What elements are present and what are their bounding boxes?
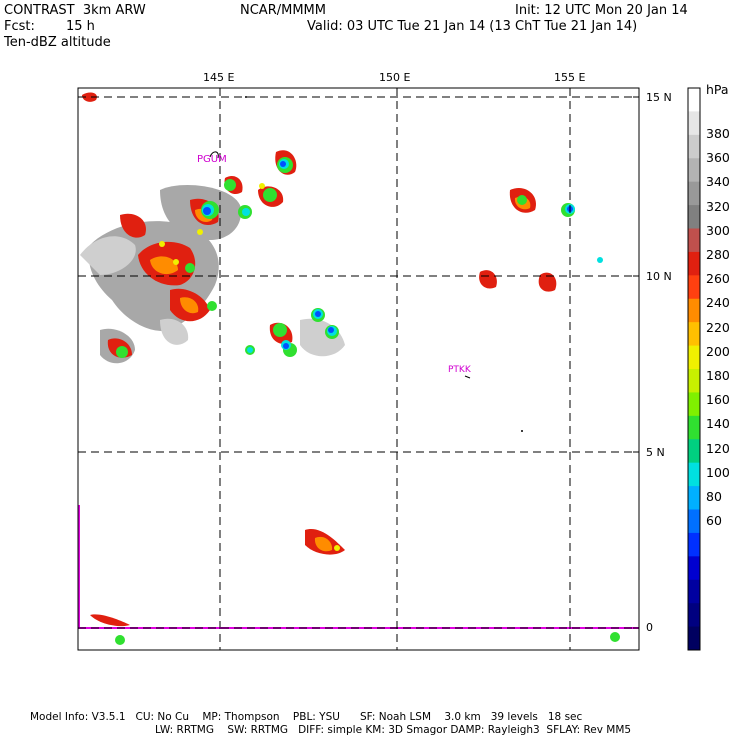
colorbar-swatch: [688, 298, 700, 323]
island-dot-north: [245, 96, 247, 98]
lon-label-150: 150 E: [379, 71, 411, 84]
colorbar-swatch: [688, 579, 700, 604]
colorbar-level-label: 320: [706, 198, 730, 214]
map-grid: [78, 88, 639, 650]
colorbar-swatch: [688, 181, 700, 206]
colorbar-swatch: [688, 134, 700, 159]
organization-label: NCAR/MMMM: [240, 3, 326, 18]
echo-cells-blue: [203, 161, 573, 349]
lat-label-15n: 15 N: [646, 91, 672, 104]
colorbar-swatch: [688, 369, 700, 393]
colorbar-level-label: 200: [706, 343, 730, 359]
lat-label-5n: 5 N: [646, 446, 665, 459]
colorbar-level-label: 160: [706, 392, 730, 408]
colorbar-unit: hPa: [706, 82, 729, 97]
colorbar-level-label: 380: [706, 126, 730, 141]
colorbar-swatch: [688, 509, 700, 534]
colorbar-level-label: 180: [706, 368, 730, 383]
colorbar-swatch: [688, 626, 700, 651]
colorbar-level-label: 60: [706, 513, 722, 529]
forecast-label: Fcst:: [4, 19, 35, 34]
colorbar-level-label: 80: [706, 489, 722, 504]
init-time: Init: 12 UTC Mon 20 Jan 14: [515, 3, 688, 18]
model-info-line1: Model Info: V3.5.1 CU: No Cu MP: Thompso…: [30, 711, 583, 723]
colorbar-level-label: 140: [706, 416, 730, 432]
colorbar-level-label: 220: [706, 319, 730, 335]
model-info-line2: LW: RRTMG SW: RRTMG DIFF: simple KM: 3D …: [155, 724, 632, 736]
colorbar-swatch: [688, 556, 700, 581]
station-ptkk: PTKK: [448, 365, 472, 375]
colorbar-level-label: 280: [706, 247, 730, 262]
colorbar-level-label: 120: [706, 440, 730, 456]
colorbar-frame: [687, 87, 701, 651]
colorbar-swatch: [688, 251, 700, 276]
forecast-hour: 15 h: [66, 19, 95, 34]
lat-label-10n: 10 N: [646, 270, 672, 283]
valid-time: Valid: 03 UTC Tue 21 Jan 14 (13 ChT Tue …: [307, 19, 638, 34]
colorbar-swatch: [688, 345, 700, 370]
colorbar-swatch: [688, 275, 700, 300]
colorbar-level-label: 260: [706, 271, 730, 287]
model-title: CONTRAST 3km ARW: [4, 3, 146, 18]
colorbar-swatch: [688, 532, 700, 557]
colorbar-swatch: [688, 439, 700, 464]
colorbar-swatch: [688, 322, 700, 347]
colorbar-level-label: 240: [706, 295, 730, 311]
colorbar-level-label: 360: [706, 150, 730, 166]
chuuk-island: [464, 375, 471, 379]
colorbar-swatch: [688, 603, 700, 628]
colorbar-swatch: [688, 462, 700, 487]
island-dot: [521, 430, 523, 432]
colorbar-swatch: [688, 158, 700, 183]
lon-label-145: 145 E: [203, 71, 235, 84]
colorbar-level-label: 100: [706, 464, 730, 480]
guam-island: [209, 151, 219, 159]
colorbar-swatch: [688, 88, 700, 112]
colorbar-swatch: [688, 111, 700, 136]
colorbar-swatch: [688, 205, 700, 229]
colorbar-swatch: [688, 228, 700, 253]
colorbar-swatch: [688, 392, 700, 417]
colorbar-level-label: 300: [706, 222, 730, 238]
field-name: Ten-dBZ altitude: [4, 35, 111, 50]
colorbar-level-label: 340: [706, 174, 730, 190]
lat-label-0: 0: [646, 621, 653, 634]
lon-label-155: 155 E: [554, 71, 586, 84]
map-frame: [77, 87, 640, 651]
station-pgum: PGUM: [197, 154, 227, 165]
colorbar-swatch: [688, 486, 700, 510]
colorbar-swatch: [688, 415, 700, 440]
